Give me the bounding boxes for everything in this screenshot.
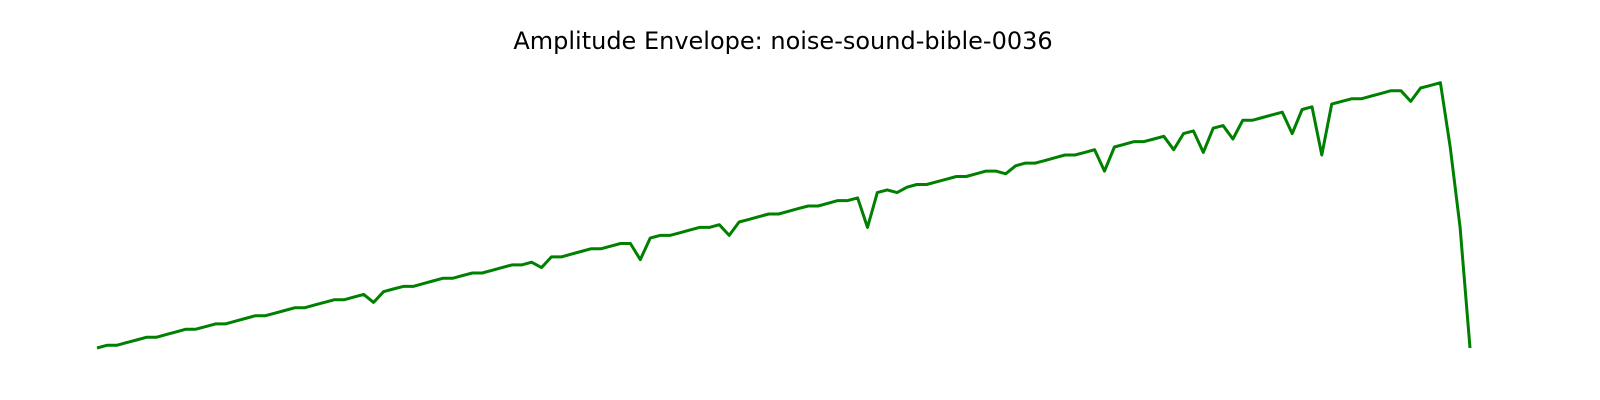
chart-title: Amplitude Envelope: noise-sound-bible-00… <box>513 27 1052 55</box>
envelope-line <box>96 81 1472 350</box>
